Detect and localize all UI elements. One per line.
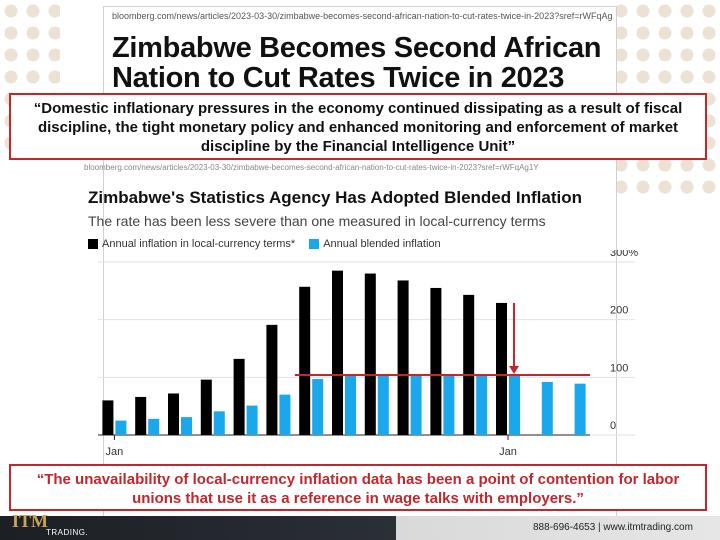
chart-source-url: bloomberg.com/news/articles/2023-03-30/z… (84, 163, 539, 172)
bar-blended-2 (181, 417, 192, 435)
bar-local-7 (332, 270, 343, 435)
bar-blended-14 (574, 383, 586, 435)
y-tick-label-0: 0 (610, 420, 616, 432)
bar-blended-4 (246, 405, 258, 435)
bar-local-0 (102, 400, 114, 435)
y-tick-label-100: 100 (610, 362, 628, 374)
bar-blended-9 (410, 375, 422, 435)
bar-local-5 (266, 324, 278, 435)
legend-swatch-local (88, 239, 98, 249)
legend-item-local: Annual inflation in local-currency terms… (88, 238, 295, 250)
x-tick-label-12: Jan (499, 446, 517, 458)
y-tick-label-200: 200 (610, 305, 628, 317)
bar-blended-8 (377, 375, 389, 435)
footer-bar (0, 516, 720, 540)
itm-logo: ITM (12, 511, 48, 531)
chart-title: Zimbabwe's Statistics Agency Has Adopted… (88, 188, 582, 207)
bar-local-10 (430, 287, 442, 435)
bar-blended-13 (541, 381, 553, 435)
chart-subtitle: The rate has been less severe than one m… (88, 213, 546, 229)
chart-legend: Annual inflation in local-currency terms… (88, 238, 441, 250)
bar-local-11 (463, 294, 475, 435)
bar-local-2 (168, 393, 179, 435)
bar-local-9 (397, 280, 409, 435)
legend-swatch-blended (309, 239, 320, 249)
y-tick-label-300: 300% (610, 250, 638, 259)
legend-item-blended: Annual blended inflation (309, 238, 441, 250)
bar-local-12 (496, 302, 507, 435)
article-url[interactable]: bloomberg.com/news/articles/2023-03-30/z… (112, 11, 612, 21)
bar-blended-3 (213, 411, 225, 435)
bar-blended-11 (476, 375, 488, 435)
bar-blended-0 (115, 420, 127, 435)
bar-blended-7 (345, 375, 356, 435)
bar-local-1 (135, 396, 147, 435)
bar-blended-12 (509, 375, 520, 435)
legend-label-local: Annual inflation in local-currency terms… (102, 238, 296, 250)
bar-local-6 (299, 286, 311, 435)
article-headline: Zimbabwe Becomes Second African Nation t… (112, 32, 602, 94)
bar-local-4 (233, 358, 245, 435)
bar-blended-10 (443, 375, 455, 435)
quote-top: “Domestic inflationary pressures in the … (9, 93, 707, 160)
itm-logo-sub: TRADING. (46, 528, 89, 537)
bar-blended-6 (312, 379, 324, 435)
inflation-chart: 0 100 200 300% Jan Jan (98, 250, 638, 458)
footer-contact[interactable]: 888-696-4653 | www.itmtrading.com (533, 522, 693, 533)
annotation-arrow-head (509, 366, 519, 375)
bar-blended-5 (279, 394, 291, 435)
x-tick-label-0: Jan (106, 446, 124, 458)
bar-local-3 (200, 379, 212, 435)
quote-bottom: “The unavailability of local-currency in… (9, 464, 707, 511)
bar-local-8 (364, 273, 376, 435)
bar-blended-1 (148, 418, 160, 435)
legend-label-blended: Annual blended inflation (323, 238, 441, 250)
